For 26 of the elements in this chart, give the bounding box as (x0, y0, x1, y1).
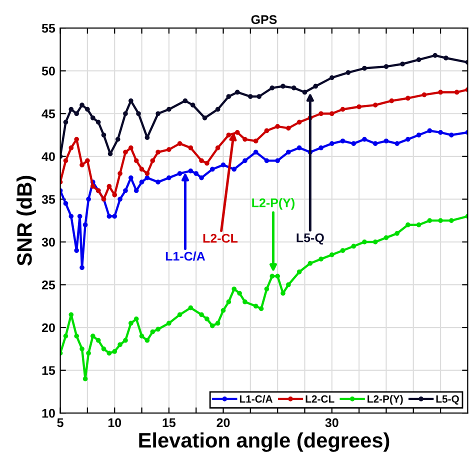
y-tick-label: 10 (42, 408, 55, 418)
y-tick-label: 15 (42, 366, 56, 375)
legend-label: L2-CL (306, 395, 334, 403)
chart-title: GPS (251, 15, 277, 24)
x-tick-label: 5 (57, 418, 64, 428)
annotation: L2-CL (203, 234, 238, 243)
y-axis-title: SNR (dB) (16, 176, 36, 266)
legend-label: L5-Q (436, 395, 459, 405)
annotation: L5-Q (296, 233, 324, 245)
annotation: L2-P(Y) (252, 198, 294, 210)
y-tick-label: 40 (42, 152, 55, 162)
y-tick-label: 30 (42, 238, 55, 247)
y-tick-label: 35 (42, 194, 56, 204)
legend-label: L1-C/A (240, 395, 273, 403)
y-tick-label: 45 (42, 110, 56, 118)
y-tick-label: 20 (42, 323, 55, 332)
x-tick-label: 30 (325, 418, 338, 428)
legend-label: L2-P(Y) (368, 395, 403, 405)
x-tick-label: 20 (216, 418, 230, 428)
y-tick-label: 50 (42, 66, 55, 76)
x-axis-title: Elevation angle (degrees) (139, 432, 390, 452)
y-tick-label: 55 (42, 24, 56, 33)
annotation: L1-C/A (166, 252, 206, 261)
x-tick-label: 15 (162, 418, 176, 428)
x-tick-label: 10 (108, 418, 122, 428)
y-tick-label: 25 (42, 280, 56, 290)
